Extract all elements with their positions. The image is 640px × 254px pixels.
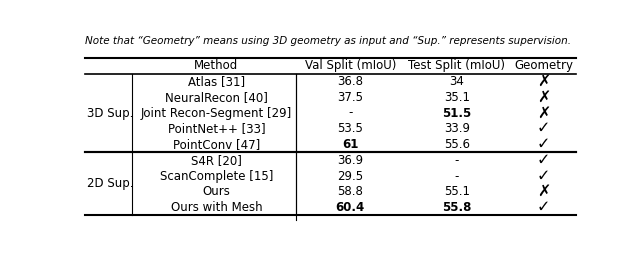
Text: 34: 34 [449,75,465,88]
Text: Method: Method [195,59,239,72]
Text: ✓: ✓ [537,153,550,168]
Text: ✓: ✓ [537,137,550,152]
Text: PointNet++ [33]: PointNet++ [33] [168,122,265,135]
Text: Atlas [31]: Atlas [31] [188,75,245,88]
Text: -: - [348,106,353,120]
Text: 36.9: 36.9 [337,154,364,167]
Text: ✓: ✓ [537,169,550,184]
Text: Note that “Geometry” means using 3D geometry as input and “Sup.” represents supe: Note that “Geometry” means using 3D geom… [85,36,571,46]
Text: S4R [20]: S4R [20] [191,154,242,167]
Text: 36.8: 36.8 [337,75,364,88]
Text: NeuralRecon [40]: NeuralRecon [40] [165,91,268,104]
Text: Val Split (mIoU): Val Split (mIoU) [305,59,396,72]
Text: 51.5: 51.5 [442,106,472,120]
Text: ✗: ✗ [537,184,550,199]
Text: ✗: ✗ [537,90,550,105]
Text: -: - [455,170,459,183]
Text: Ours: Ours [202,185,230,198]
Text: ScanComplete [15]: ScanComplete [15] [160,170,273,183]
Text: 53.5: 53.5 [337,122,364,135]
Text: -: - [455,154,459,167]
Text: ✗: ✗ [537,74,550,89]
Text: 61: 61 [342,138,358,151]
Text: Geometry: Geometry [515,59,573,72]
Text: 29.5: 29.5 [337,170,364,183]
Text: 55.8: 55.8 [442,201,472,214]
Text: Ours with Mesh: Ours with Mesh [171,201,262,214]
Text: 35.1: 35.1 [444,91,470,104]
Text: ✓: ✓ [537,121,550,136]
Text: 2D Sup.: 2D Sup. [86,178,133,190]
Text: ✗: ✗ [537,105,550,120]
Text: 55.1: 55.1 [444,185,470,198]
Text: Joint Recon-Segment [29]: Joint Recon-Segment [29] [141,106,292,120]
Text: 37.5: 37.5 [337,91,364,104]
Text: 58.8: 58.8 [337,185,364,198]
Text: 60.4: 60.4 [336,201,365,214]
Text: 55.6: 55.6 [444,138,470,151]
Text: PointConv [47]: PointConv [47] [173,138,260,151]
Text: 33.9: 33.9 [444,122,470,135]
Text: Test Split (mIoU): Test Split (mIoU) [408,59,506,72]
Text: 3D Sup.: 3D Sup. [86,106,133,120]
Text: ✓: ✓ [537,200,550,215]
